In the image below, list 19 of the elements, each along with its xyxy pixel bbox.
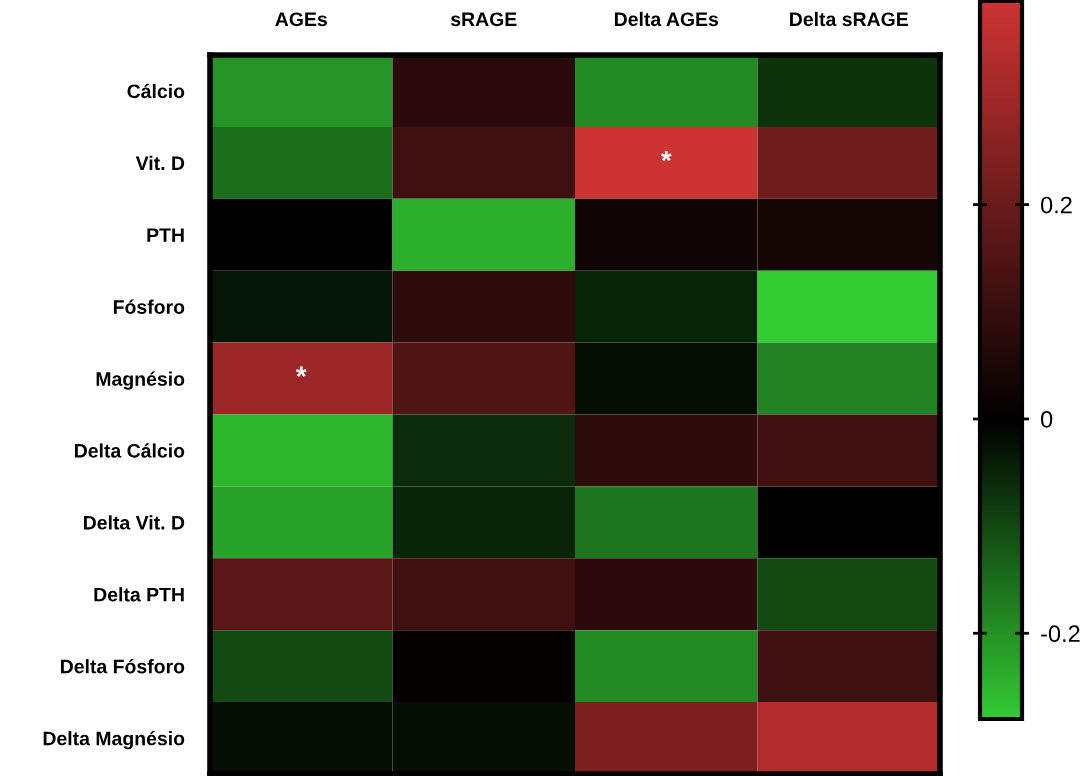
y-tick-label: Delta Fósforo (60, 658, 185, 674)
color-bar-label: 0 (1040, 411, 1053, 428)
x-tick-label: Delta AGEs (614, 11, 719, 27)
y-tick-label: Delta Magnésio (43, 730, 185, 750)
y-tick-label: Delta PTH (94, 587, 184, 602)
color-bar-label: 0.2 (1040, 196, 1072, 214)
data-label: * (295, 366, 307, 377)
y-tick-label: PTH (147, 228, 184, 242)
y-tick-label: Vit. D (135, 155, 185, 171)
x-tick-label: Delta sRAGE (790, 11, 908, 27)
y-tick-label: Delta Vit. D (84, 515, 185, 530)
y-tick-label: Cálcio (127, 83, 185, 99)
x-tick-label: AGEs (275, 12, 327, 27)
y-tick-label: Fósforo (113, 299, 185, 314)
data-label: * (660, 150, 672, 162)
y-tick-label: Delta Cálcio (75, 443, 185, 458)
y-tick-label: Magnésio (96, 371, 185, 390)
x-tick-label: sRAGE (450, 12, 517, 27)
color-bar-label: -0.2 (1041, 625, 1080, 643)
